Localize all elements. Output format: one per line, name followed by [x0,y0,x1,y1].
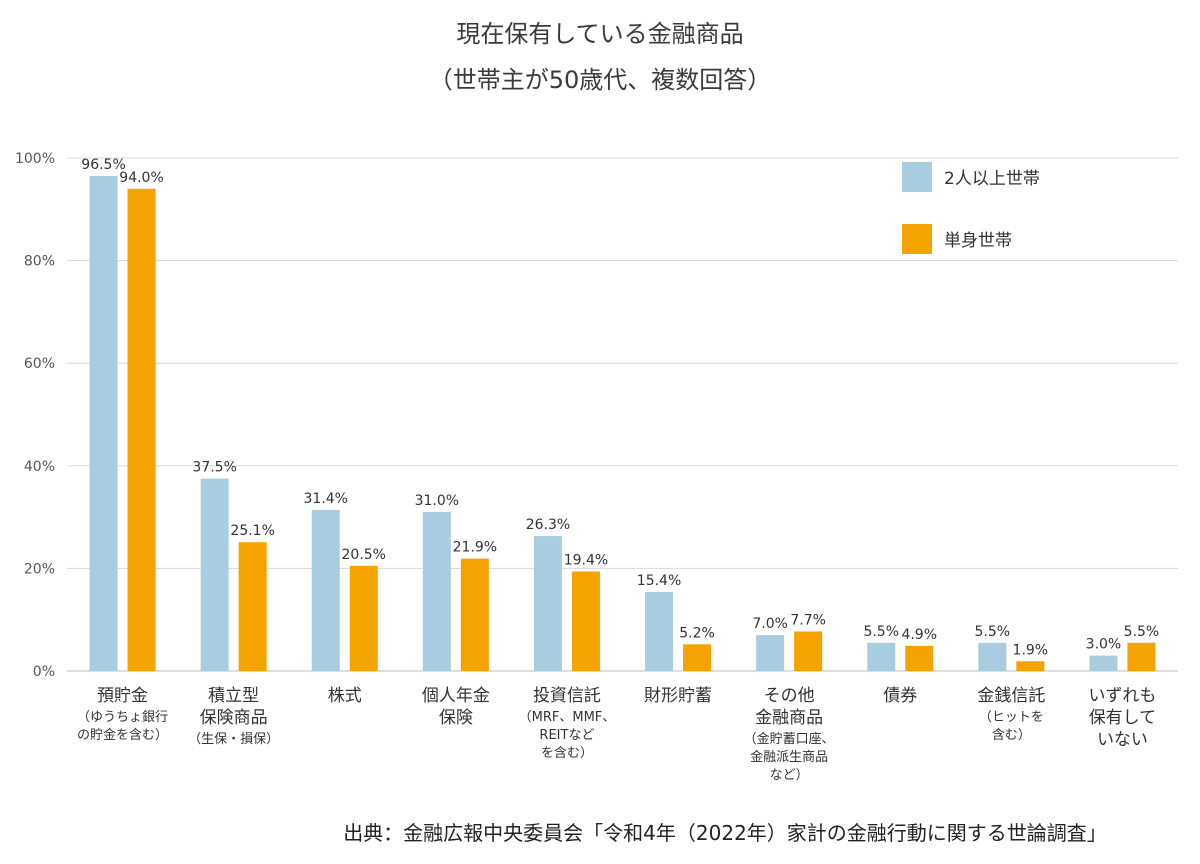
data-label: 5.5% [975,624,1011,640]
x-tick-label: 金銭信託 [977,686,1045,706]
y-tick-label: 100% [15,151,55,167]
bar-single [127,188,156,671]
y-tick-label: 40% [24,459,55,475]
bar-single [238,542,267,671]
x-tick-note: REITなど [539,728,594,743]
data-label: 5.5% [863,624,899,640]
bar-multi [422,511,451,671]
value-labels: 96.5%94.0% 37.5% 25.1% 31.4% 20.5% 31.0% 21.9%… [81,157,1159,658]
x-tick-note: （生保・損保） [188,732,279,747]
data-label: 7.0% [752,616,788,632]
y-tick-label: 80% [24,254,55,270]
bar-multi [867,642,896,671]
y-tick-label: 60% [24,356,55,372]
data-label: 4.9% [901,627,937,643]
bar-multi [533,536,562,671]
data-label: 7.7% [790,612,826,628]
data-label: 15.4% [637,573,681,589]
legend-swatch-multi [902,162,932,192]
data-label: 26.3% [526,517,570,533]
data-label: 3.0% [1086,637,1122,653]
data-label: 37.5% [192,460,236,476]
y-tick-label: 20% [24,561,55,577]
bars [89,175,1156,671]
source-note: 出典：金融広報中央委員会「令和4年（2022年）家計の金融行動に関する世論調査」 [343,821,1107,845]
x-tick-note: （ヒットを [979,710,1044,725]
x-tick-note: の貯金を含む） [77,727,168,743]
data-label: 21.9% [453,540,497,556]
bar-single [794,631,823,671]
bar-single [571,571,600,671]
bar-single [683,644,712,671]
bar-single [905,645,934,671]
chart-title: 現在保有している金融商品 [456,20,743,48]
legend-swatch-single [902,224,932,254]
x-tick-note: 金融派生商品 [750,749,828,765]
x-tick-note: を含む） [541,745,593,761]
bar-single [1127,642,1156,671]
bar-multi [645,591,674,671]
x-tick-label: 投資信託 [533,686,601,706]
x-tick-note: など） [770,768,809,783]
chart-subtitle: （世帯主が50歳代、複数回答） [429,66,772,94]
x-tick-label: その他 [764,686,815,706]
data-label: 96.5% [81,157,125,173]
data-label: 1.9% [1013,642,1049,658]
bar-multi [1089,655,1118,671]
data-label: 5.5% [1124,624,1160,640]
data-label: 25.1% [230,523,274,539]
x-tick-label: いない [1097,730,1148,750]
x-tick-label: いずれも [1088,686,1156,706]
data-label: 20.5% [342,547,386,563]
bar-multi [756,635,785,671]
x-tick-label: 保険商品 [200,708,268,728]
bar-multi [311,509,340,671]
data-label: 94.0% [119,170,163,186]
x-tick-label: 預貯金 [97,686,148,706]
bar-single [460,558,489,671]
bar-single [349,565,378,671]
data-label: 19.4% [564,552,608,568]
x-tick-note: （金貯蓄口座、 [744,731,835,747]
data-label: 31.4% [304,491,348,507]
x-tick-label: 債券 [883,686,917,706]
data-label: 5.2% [679,625,715,641]
bar-multi [89,175,118,671]
data-label: 31.0% [415,493,459,509]
x-tick-label: 金融商品 [755,708,823,728]
bar-single [1016,661,1045,671]
x-tick-label: 個人年金 [422,686,490,706]
x-tick-label: 積立型 [208,686,259,706]
bar-multi [200,478,229,671]
x-tick-note: （ゆうちょ銀行 [77,710,168,725]
x-tick-label: 株式 [328,686,362,706]
x-tick-label: 保険 [439,708,473,728]
x-tick-note: （MRF、MMF、 [519,710,616,725]
x-tick-note: 含む） [992,727,1031,743]
legend-label: 2人以上世帯 [944,169,1040,189]
x-tick-label: 財形貯蓄 [644,686,712,706]
y-tick-label: 0% [33,664,55,680]
y-axis: 0% 20% 40% 60% 80% 100% [15,151,55,680]
x-tick-label: 保有して [1089,708,1157,728]
legend-label: 単身世帯 [944,231,1012,251]
bar-multi [978,642,1007,671]
